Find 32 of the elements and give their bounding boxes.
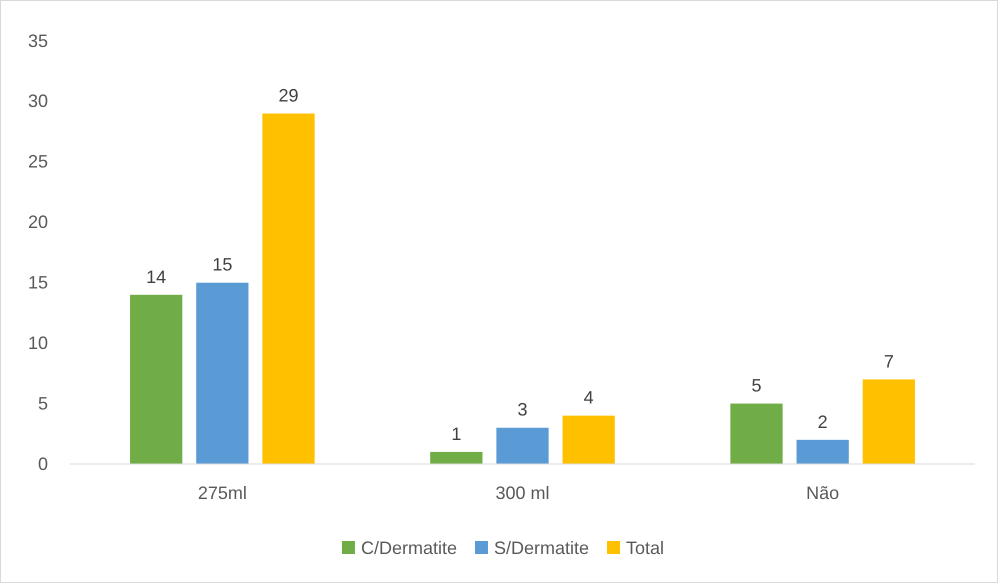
bar bbox=[130, 294, 182, 464]
legend-label: S/Dermatite bbox=[494, 538, 590, 558]
y-tick-label: 35 bbox=[28, 30, 48, 51]
bar bbox=[562, 416, 615, 464]
data-label: 3 bbox=[517, 400, 528, 420]
legend-label: C/Dermatite bbox=[360, 538, 457, 558]
bar bbox=[796, 440, 849, 464]
x-tick-label: Não bbox=[806, 482, 840, 503]
y-tick-label: 5 bbox=[38, 393, 48, 414]
y-tick-label: 30 bbox=[28, 91, 48, 112]
y-tick-label: 0 bbox=[38, 454, 48, 474]
data-label: 14 bbox=[146, 266, 166, 287]
data-label: 29 bbox=[278, 86, 299, 106]
bar bbox=[496, 428, 549, 464]
data-label: 7 bbox=[884, 351, 894, 372]
y-tick-label: 25 bbox=[28, 152, 48, 172]
y-tick-label: 15 bbox=[28, 272, 48, 292]
x-tick-label: 275ml bbox=[198, 482, 247, 503]
legend-label: Total bbox=[626, 538, 664, 558]
data-label: 5 bbox=[751, 376, 762, 396]
bar bbox=[262, 114, 315, 464]
bar bbox=[730, 404, 783, 464]
bar bbox=[862, 379, 915, 464]
x-tick-label: 300 ml bbox=[495, 482, 550, 503]
bar bbox=[196, 282, 248, 464]
y-tick-label: 20 bbox=[28, 212, 48, 232]
data-label: 15 bbox=[212, 254, 232, 275]
data-label: 2 bbox=[818, 412, 828, 432]
data-label: 4 bbox=[584, 388, 594, 408]
bar bbox=[430, 452, 482, 464]
y-tick-label: 10 bbox=[28, 332, 48, 353]
data-label: 1 bbox=[451, 424, 462, 444]
